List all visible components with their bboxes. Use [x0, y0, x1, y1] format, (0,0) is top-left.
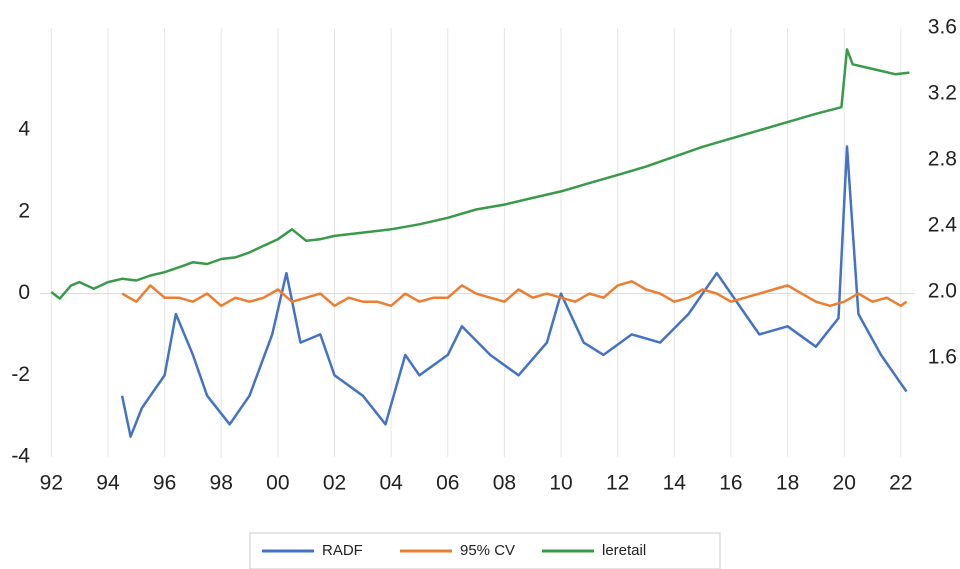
- y-tick-label: 4: [18, 118, 30, 141]
- x-tick-label: 04: [379, 472, 403, 495]
- y2-tick-label: 2.8: [928, 148, 957, 171]
- series-line: [121, 280, 908, 308]
- x-tick-label: 10: [549, 472, 572, 495]
- legend-box: [249, 532, 721, 569]
- x-tick-label: 20: [833, 472, 856, 495]
- y-tick-label: 2: [18, 199, 30, 222]
- series-line: [50, 48, 910, 300]
- y2-tick-label: 2.0: [928, 280, 957, 303]
- x-tick-label: 14: [663, 472, 687, 495]
- x-tick-label: 18: [776, 472, 799, 495]
- y2-tick-label: 3.6: [928, 16, 957, 39]
- y-tick-label: -4: [11, 445, 30, 468]
- x-tick-label: 16: [719, 472, 742, 495]
- x-tick-label: 94: [96, 472, 120, 495]
- x-tick-label: 00: [266, 472, 289, 495]
- legend-label: leretail: [602, 542, 646, 559]
- x-tick-label: 96: [153, 472, 176, 495]
- legend-label: 95% CV: [460, 542, 515, 559]
- x-tick-label: 12: [606, 472, 629, 495]
- x-tick-label: 22: [889, 472, 912, 495]
- x-tick-label: 02: [323, 472, 346, 495]
- y-tick-label: 0: [18, 281, 30, 304]
- series-line: [120, 145, 908, 438]
- x-tick-label: 08: [493, 472, 516, 495]
- x-tick-label: 92: [40, 472, 63, 495]
- y2-tick-label: 1.6: [928, 346, 957, 369]
- legend-label: RADF: [322, 542, 363, 559]
- y2-tick-label: 3.2: [928, 82, 957, 105]
- x-tick-label: 06: [436, 472, 459, 495]
- y-tick-label: -2: [11, 363, 30, 386]
- x-tick-label: 98: [210, 472, 233, 495]
- y2-tick-label: 2.4: [928, 214, 958, 237]
